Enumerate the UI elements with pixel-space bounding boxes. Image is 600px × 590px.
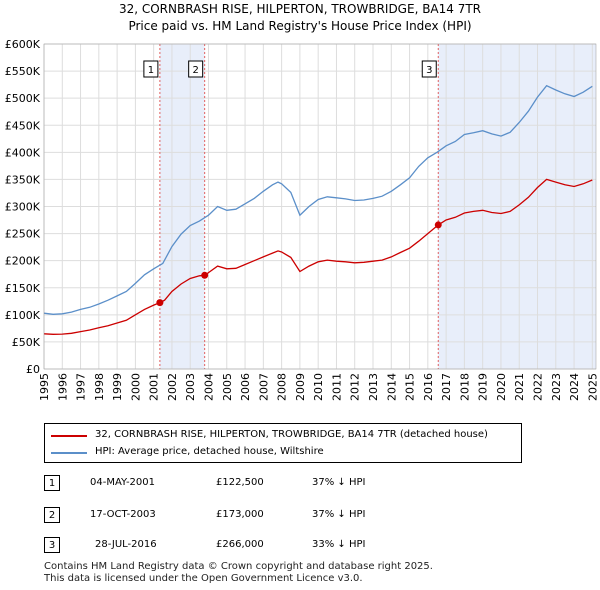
x-tick-label: 2001 [148,373,161,401]
y-tick-label: £150K [5,282,41,295]
sale-date: 17-OCT-2003 [90,509,156,520]
y-tick-label: £200K [5,255,41,268]
sale-number-label: 3 [426,65,432,76]
sale-hpi-diff: 37% ↓ HPI [312,509,366,520]
y-tick-label: £250K [5,228,41,241]
sale-point [156,299,164,307]
footer-copyright: Contains HM Land Registry data © Crown c… [44,561,433,572]
x-tick-label: 2020 [495,373,508,401]
sale-date: 28-JUL-2016 [95,539,157,550]
x-tick-label: 1996 [56,373,69,401]
sale-date: 04-MAY-2001 [90,477,156,488]
y-tick-label: £600K [5,38,41,51]
x-tick-label: 2019 [477,373,490,401]
x-tick-label: 2016 [422,373,435,401]
x-tick-label: 1999 [111,373,124,401]
footer-licence: This data is licensed under the Open Gov… [44,573,363,584]
x-tick-label: 2023 [550,373,563,401]
sale-point [201,271,209,279]
sale-hpi-diff: 33% ↓ HPI [312,539,366,550]
x-tick-label: 2007 [257,373,270,401]
y-tick-label: £450K [5,119,41,132]
sale-price: £266,000 [216,539,264,550]
legend-label-property: 32, CORNBRASH RISE, HILPERTON, TROWBRIDG… [95,429,488,440]
sale-row: 3 28-JUL-2016 £266,000 33% ↓ HPI [0,537,600,557]
sale-number-badge: 3 [44,537,60,553]
sale-hpi-diff: 37% ↓ HPI [312,477,366,488]
legend-swatch-property [51,435,87,437]
x-tick-label: 2004 [203,373,216,401]
x-tick-label: 2006 [239,373,252,401]
sale-price: £173,000 [216,509,264,520]
sale-number-box [188,60,204,78]
plot-frame [43,43,597,370]
x-tick-label: 1998 [93,373,106,401]
sale-row: 2 17-OCT-2003 £173,000 37% ↓ HPI [0,507,600,527]
x-tick-label: 2025 [586,373,599,401]
legend: 32, CORNBRASH RISE, HILPERTON, TROWBRIDG… [44,423,522,463]
y-tick-label: £100K [5,309,41,322]
sale-number-box [143,60,159,78]
y-tick-label: £50K [12,336,41,349]
x-tick-label: 2021 [513,373,526,401]
x-tick-label: 2010 [312,373,325,401]
x-tick-label: 2003 [184,373,197,401]
y-tick-label: £350K [5,173,41,186]
y-tick-label: £400K [5,146,41,159]
y-tick-label: £300K [5,201,41,214]
legend-label-hpi: HPI: Average price, detached house, Wilt… [95,446,324,457]
hpi-line [43,84,593,315]
x-tick-label: 1995 [38,373,51,401]
sale-row: 1 04-MAY-2001 £122,500 37% ↓ HPI [0,475,600,495]
x-tick-label: 2008 [276,373,289,401]
sale-number-box [421,60,437,78]
x-tick-label: 2009 [294,373,307,401]
chart-subtitle: Price paid vs. HM Land Registry's House … [128,19,472,33]
sale-point [434,221,442,229]
x-tick-label: 2022 [532,373,545,401]
x-tick-label: 2014 [385,373,398,401]
x-tick-label: 2002 [166,373,179,401]
x-tick-label: 2024 [568,373,581,401]
sale-number-badge: 2 [44,507,60,523]
sale-number-label: 1 [148,65,154,76]
y-tick-label: £550K [5,65,41,78]
x-tick-label: 2018 [458,373,471,401]
property-price-line [43,178,593,335]
sale-price: £122,500 [216,477,264,488]
x-tick-label: 2017 [440,373,453,401]
chart-title: 32, CORNBRASH RISE, HILPERTON, TROWBRIDG… [118,2,482,16]
y-tick-label: £0 [26,363,40,376]
sale-number-label: 2 [192,65,198,76]
x-tick-label: 2012 [349,373,362,401]
x-tick-label: 2011 [330,373,343,401]
legend-swatch-hpi [51,452,87,454]
y-tick-label: £500K [5,92,41,105]
x-tick-label: 2005 [221,373,234,401]
sale-number-badge: 1 [44,475,60,491]
x-tick-label: 1997 [75,373,88,401]
price-chart: £0 £50K £100K £150K £200K £250K £300K £350K £400… [5,38,600,401]
x-tick-label: 2000 [129,373,142,401]
x-tick-label: 2013 [367,373,380,401]
x-tick-label: 2015 [404,373,417,401]
